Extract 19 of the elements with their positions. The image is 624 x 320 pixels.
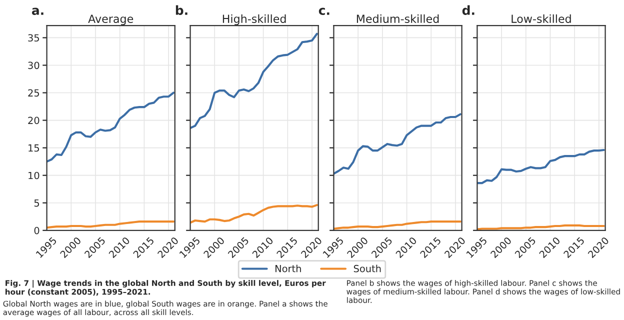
y-tick-label: 0 bbox=[34, 226, 40, 234]
y-tick-label: 15 bbox=[28, 144, 40, 152]
chart-title: High-skilled bbox=[222, 14, 286, 26]
chart-title: Average bbox=[88, 14, 134, 26]
line-series bbox=[46, 92, 174, 163]
y-tick-label: 10 bbox=[28, 172, 40, 180]
text: b. bbox=[176, 5, 188, 15]
y-tick-label: 25 bbox=[28, 89, 40, 97]
chart-title: Low-skilled bbox=[512, 14, 571, 23]
y-tick-label: 20 bbox=[28, 116, 40, 124]
y-tick-label: 5 bbox=[34, 199, 40, 207]
y-tick-label: 30 bbox=[28, 62, 40, 70]
text: d. bbox=[462, 5, 474, 15]
text: c. bbox=[318, 8, 330, 15]
text: a. bbox=[32, 8, 44, 15]
legend-label: North bbox=[276, 264, 301, 272]
y-tick-label: 35 bbox=[28, 34, 40, 42]
chart-title: Medium-skilled bbox=[356, 14, 439, 23]
legend-label: South bbox=[354, 264, 381, 272]
